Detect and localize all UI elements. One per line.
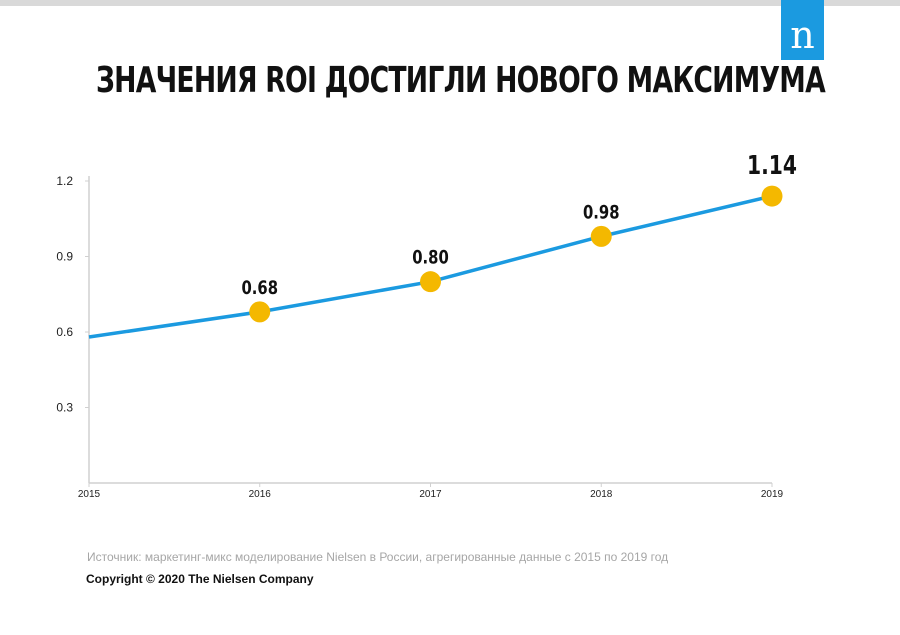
data-point-marker: [249, 301, 271, 323]
copyright-note: Copyright © 2020 The Nielsen Company: [86, 572, 314, 586]
x-tick-label: 2018: [590, 489, 613, 500]
data-label: 1.14: [747, 151, 797, 181]
y-tick-label: 0.3: [56, 401, 73, 415]
top-bar: [0, 0, 900, 6]
data-point-marker: [761, 185, 783, 207]
nielsen-logo-icon: n: [790, 13, 814, 57]
nielsen-logo: n: [781, 0, 824, 60]
data-point-marker: [590, 225, 612, 247]
x-tick-label: 2019: [761, 489, 784, 500]
logo-letter: n: [790, 13, 814, 57]
data-label: 0.68: [241, 277, 278, 299]
y-tick-label: 1.2: [56, 174, 73, 188]
roi-line-chart: 0.3 0.6 0.9 1.2 2015 2016 2017 2018 2019 0.68 0.80…: [56, 151, 797, 500]
y-tick-label: 0.6: [56, 325, 73, 339]
data-point-marker: [420, 271, 441, 293]
data-label: 0.98: [583, 202, 620, 224]
y-tick-label: 0.9: [56, 250, 73, 264]
x-tick-label: 2017: [419, 489, 442, 500]
source-note: Источник: маркетинг-микс моделирование N…: [87, 550, 669, 564]
data-label: 0.80: [412, 247, 449, 269]
x-tick-label: 2016: [249, 489, 272, 500]
page-title: ЗНАЧЕНИЯ ROI ДОСТИГЛИ НОВОГО МАКСИМУМА: [96, 60, 826, 101]
x-tick-label: 2015: [78, 489, 101, 500]
